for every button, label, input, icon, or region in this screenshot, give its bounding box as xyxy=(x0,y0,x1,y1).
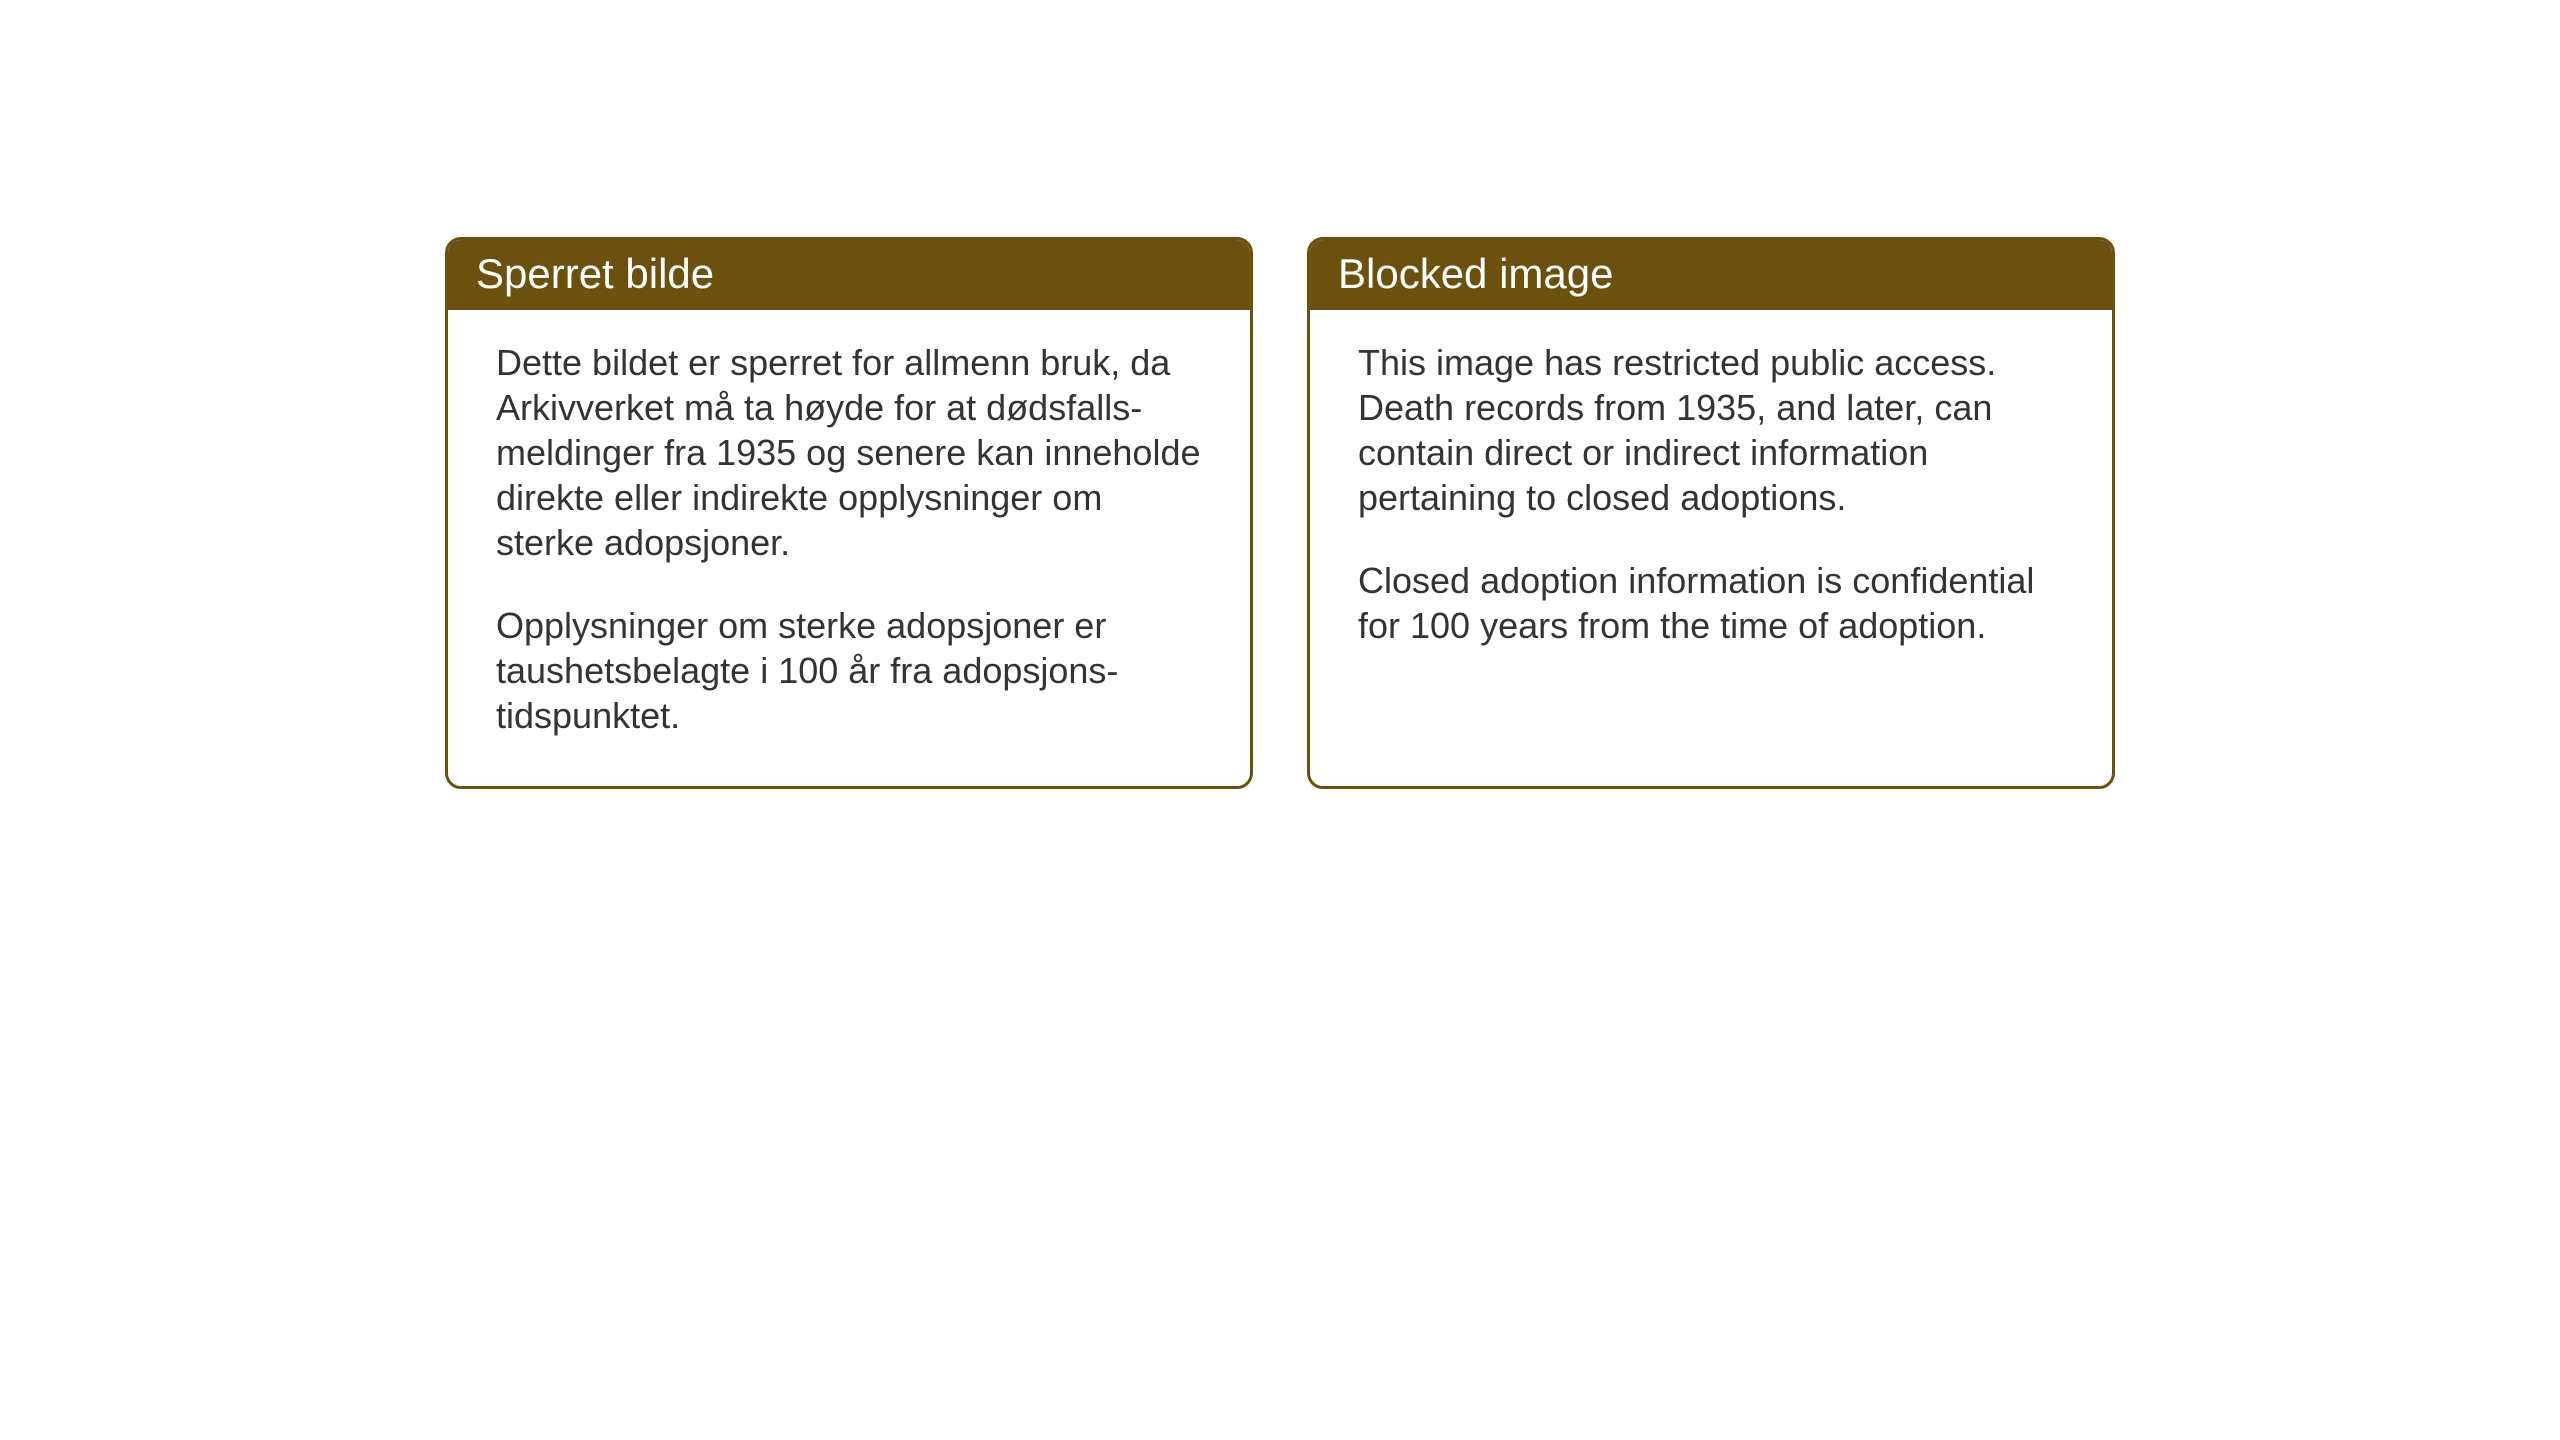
card-paragraph-1-norwegian: Dette bildet er sperret for allmenn bruk… xyxy=(496,340,1202,565)
cards-container: Sperret bilde Dette bildet er sperret fo… xyxy=(445,237,2115,789)
card-title-norwegian: Sperret bilde xyxy=(476,250,714,297)
card-norwegian: Sperret bilde Dette bildet er sperret fo… xyxy=(445,237,1253,789)
card-header-norwegian: Sperret bilde xyxy=(448,240,1250,310)
card-body-norwegian: Dette bildet er sperret for allmenn bruk… xyxy=(448,310,1250,786)
card-paragraph-2-english: Closed adoption information is confident… xyxy=(1358,558,2064,648)
card-paragraph-2-norwegian: Opplysninger om sterke adopsjoner er tau… xyxy=(496,603,1202,738)
card-title-english: Blocked image xyxy=(1338,250,1613,297)
card-english: Blocked image This image has restricted … xyxy=(1307,237,2115,789)
card-header-english: Blocked image xyxy=(1310,240,2112,310)
card-paragraph-1-english: This image has restricted public access.… xyxy=(1358,340,2064,520)
card-body-english: This image has restricted public access.… xyxy=(1310,310,2112,696)
